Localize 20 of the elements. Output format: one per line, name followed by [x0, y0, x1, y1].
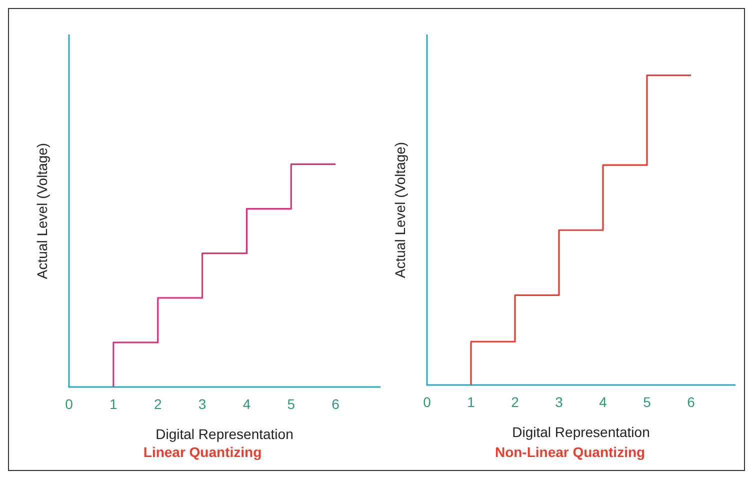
x-axis-title: Digital Representation [156, 426, 294, 442]
x-tick-label: 3 [198, 396, 206, 412]
y-axis-title: Actual Level (Voltage) [34, 142, 50, 280]
x-tick-label: 5 [643, 394, 652, 410]
x-tick-label: 4 [242, 396, 251, 412]
x-tick-label: 1 [467, 394, 476, 410]
x-tick-label: 0 [423, 394, 432, 410]
x-tick-label: 4 [599, 394, 608, 410]
x-axis-title: Digital Representation [512, 424, 650, 440]
text: Non-Linear Quantizing [494, 444, 646, 460]
text: Linear Quantizing [143, 444, 262, 460]
x-tick-label: 5 [287, 396, 296, 412]
x-tick-label: 6 [687, 394, 696, 410]
x-tick-label: 2 [511, 394, 520, 410]
x-tick-label: 0 [65, 396, 74, 412]
y-axis-title: Actual Level (Voltage) [392, 142, 408, 278]
x-tick-label: 6 [332, 396, 340, 412]
x-tick-label: 3 [555, 394, 564, 410]
x-tick-label: 1 [110, 396, 118, 412]
x-tick-label: 2 [154, 396, 162, 412]
